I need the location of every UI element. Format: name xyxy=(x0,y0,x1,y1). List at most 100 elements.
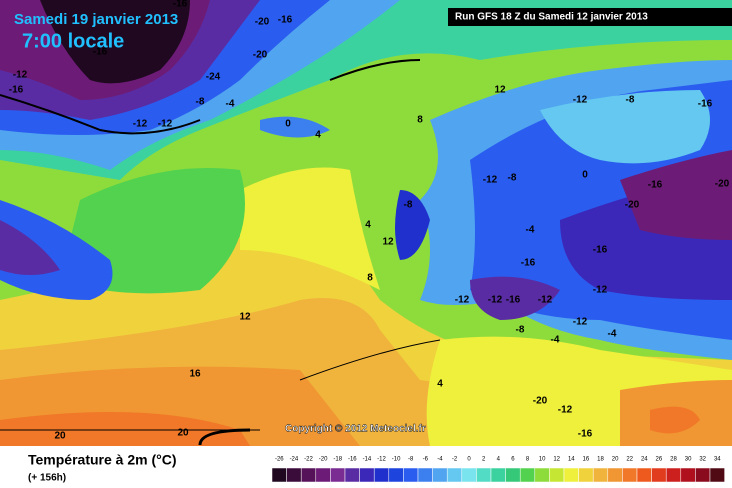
contour-label: -16 xyxy=(593,245,608,256)
footer-title: Température à 2m (°C) xyxy=(28,452,177,468)
legend-swatch xyxy=(665,467,682,483)
legend-tick-label: 30 xyxy=(685,457,692,463)
map-labels: -16-16-20-16-12-20-24-12-16-12-8 -404812-… xyxy=(9,0,730,442)
legend-swatch xyxy=(578,467,594,483)
contour-label: -24 xyxy=(206,72,221,83)
time: 7:00 locale xyxy=(22,30,124,52)
contour-label: -8 xyxy=(626,95,635,106)
copyright: Copyright © 2012 Meteociel.fr xyxy=(285,424,426,435)
contour-label: 4 xyxy=(365,220,371,231)
legend-swatch xyxy=(344,467,360,483)
contour-label: 8 xyxy=(417,115,423,126)
legend-tick-label: 14 xyxy=(568,457,575,463)
contour-label: 20 xyxy=(54,431,66,442)
legend-tick-label: 18 xyxy=(597,457,604,463)
legend-tick-label: 6 xyxy=(511,457,515,463)
color-legend: -26 -24 -22 -20 -18 -16 -14 -12 -10 -8 -6 -4 -2 0 2 4 6 8… xyxy=(271,457,725,483)
legend-swatch xyxy=(563,467,579,483)
legend-tick-label: 12 xyxy=(553,457,560,463)
legend-tick-label: -14 xyxy=(363,457,372,463)
contour-label: -16 xyxy=(698,99,713,110)
legend-swatch xyxy=(680,467,696,483)
legend-tick-label: -4 xyxy=(437,457,443,463)
contour-label: -4 xyxy=(551,335,560,346)
legend-swatch xyxy=(592,467,609,483)
map: -16-16-20-16-12-20-24-12-16-12-8 -404812-… xyxy=(0,0,732,446)
legend-swatch xyxy=(461,467,477,483)
legend-swatch xyxy=(417,467,433,483)
legend-tick-label: -12 xyxy=(377,457,386,463)
contour-label: -8 xyxy=(516,325,525,336)
legend-tick-label: 16 xyxy=(583,457,590,463)
date: Samedi 19 janvier 2013 xyxy=(14,11,178,28)
legend-swatch xyxy=(300,467,317,483)
contour-label: -16 xyxy=(521,258,536,269)
legend-swatch xyxy=(373,467,390,483)
legend-swatch xyxy=(446,467,463,483)
contour-label: -16 xyxy=(93,47,108,58)
legend-swatch xyxy=(476,467,492,483)
legend-tick-label: 10 xyxy=(539,457,546,463)
legend-tick-label: 24 xyxy=(641,457,648,463)
legend-swatch xyxy=(403,467,419,483)
legend-tick-label: 20 xyxy=(612,457,619,463)
contour-label: -4 xyxy=(608,329,617,340)
legend-swatch xyxy=(330,467,346,483)
legend-swatch xyxy=(695,467,711,483)
contour-label: -16 xyxy=(9,85,24,96)
contour-label: 0 xyxy=(285,119,291,130)
legend-tick-label: -18 xyxy=(333,457,342,463)
contour-label: -12 xyxy=(593,285,608,296)
contour-label: 12 xyxy=(382,237,394,248)
contour-label: -16 xyxy=(173,0,188,10)
legend-swatch xyxy=(709,467,725,483)
contour-label: -12 xyxy=(573,317,588,328)
contour-label: -4 xyxy=(226,99,235,110)
legend-swatch xyxy=(607,467,623,483)
contour-label: -16 xyxy=(278,15,293,26)
legend-tick-label: -20 xyxy=(319,457,328,463)
legend-tick-label: -26 xyxy=(275,457,284,463)
legend-swatch xyxy=(651,467,667,483)
contour-label: -16 xyxy=(648,180,663,191)
contour-label: -12 xyxy=(133,119,148,130)
contour-label: -20 xyxy=(625,200,640,211)
legend-tick-label: 34 xyxy=(714,457,721,463)
contour-label: -12 xyxy=(158,119,173,130)
contour-label: -20 xyxy=(715,179,730,190)
legend-swatch xyxy=(549,467,565,483)
contour-label: -16 xyxy=(506,295,521,306)
contour-label: -8 xyxy=(196,97,205,108)
legend-swatch xyxy=(490,467,506,483)
legend-tick-label: 2 xyxy=(482,457,486,463)
legend-tick-label: 22 xyxy=(626,457,633,463)
contour-label: -8 xyxy=(404,200,413,211)
legend-swatch xyxy=(636,467,652,483)
legend-tick-label: 8 xyxy=(526,457,530,463)
legend-swatch xyxy=(519,467,536,483)
legend-swatch xyxy=(432,467,448,483)
contour-label: 4 xyxy=(437,379,443,390)
legend-swatch xyxy=(622,467,638,483)
legend-swatch xyxy=(271,467,287,483)
legend-swatch xyxy=(534,467,550,483)
legend-swatch xyxy=(359,467,375,483)
contour-label: 16 xyxy=(189,369,201,380)
contour-label: 12 xyxy=(494,85,506,96)
contour-label: 0 xyxy=(582,170,588,181)
contour-label: -4 xyxy=(526,225,535,236)
legend-tick-label: -22 xyxy=(304,457,313,463)
legend-tick-label: 0 xyxy=(467,457,471,463)
legend-swatch xyxy=(505,467,521,483)
contour-label: 4 xyxy=(315,130,321,141)
contour-label: -12 xyxy=(455,295,470,306)
contour-label: -12 xyxy=(488,295,503,306)
contour-label: -20 xyxy=(533,396,548,407)
legend-tick-label: -6 xyxy=(423,457,429,463)
legend-tick-label: -24 xyxy=(290,457,299,463)
legend-swatch xyxy=(388,467,404,483)
legend-tick-label: -10 xyxy=(392,457,401,463)
legend-tick-label: 26 xyxy=(656,457,663,463)
legend-tick-label: 28 xyxy=(670,457,677,463)
